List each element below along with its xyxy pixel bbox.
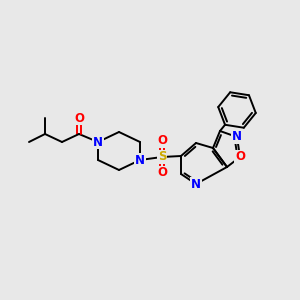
Text: O: O [157, 134, 167, 148]
Text: N: N [191, 178, 201, 190]
Text: O: O [235, 151, 245, 164]
Text: O: O [74, 112, 84, 124]
Text: N: N [135, 154, 145, 166]
Text: S: S [158, 151, 166, 164]
Text: N: N [93, 136, 103, 148]
Text: O: O [157, 167, 167, 179]
Text: N: N [232, 130, 242, 143]
